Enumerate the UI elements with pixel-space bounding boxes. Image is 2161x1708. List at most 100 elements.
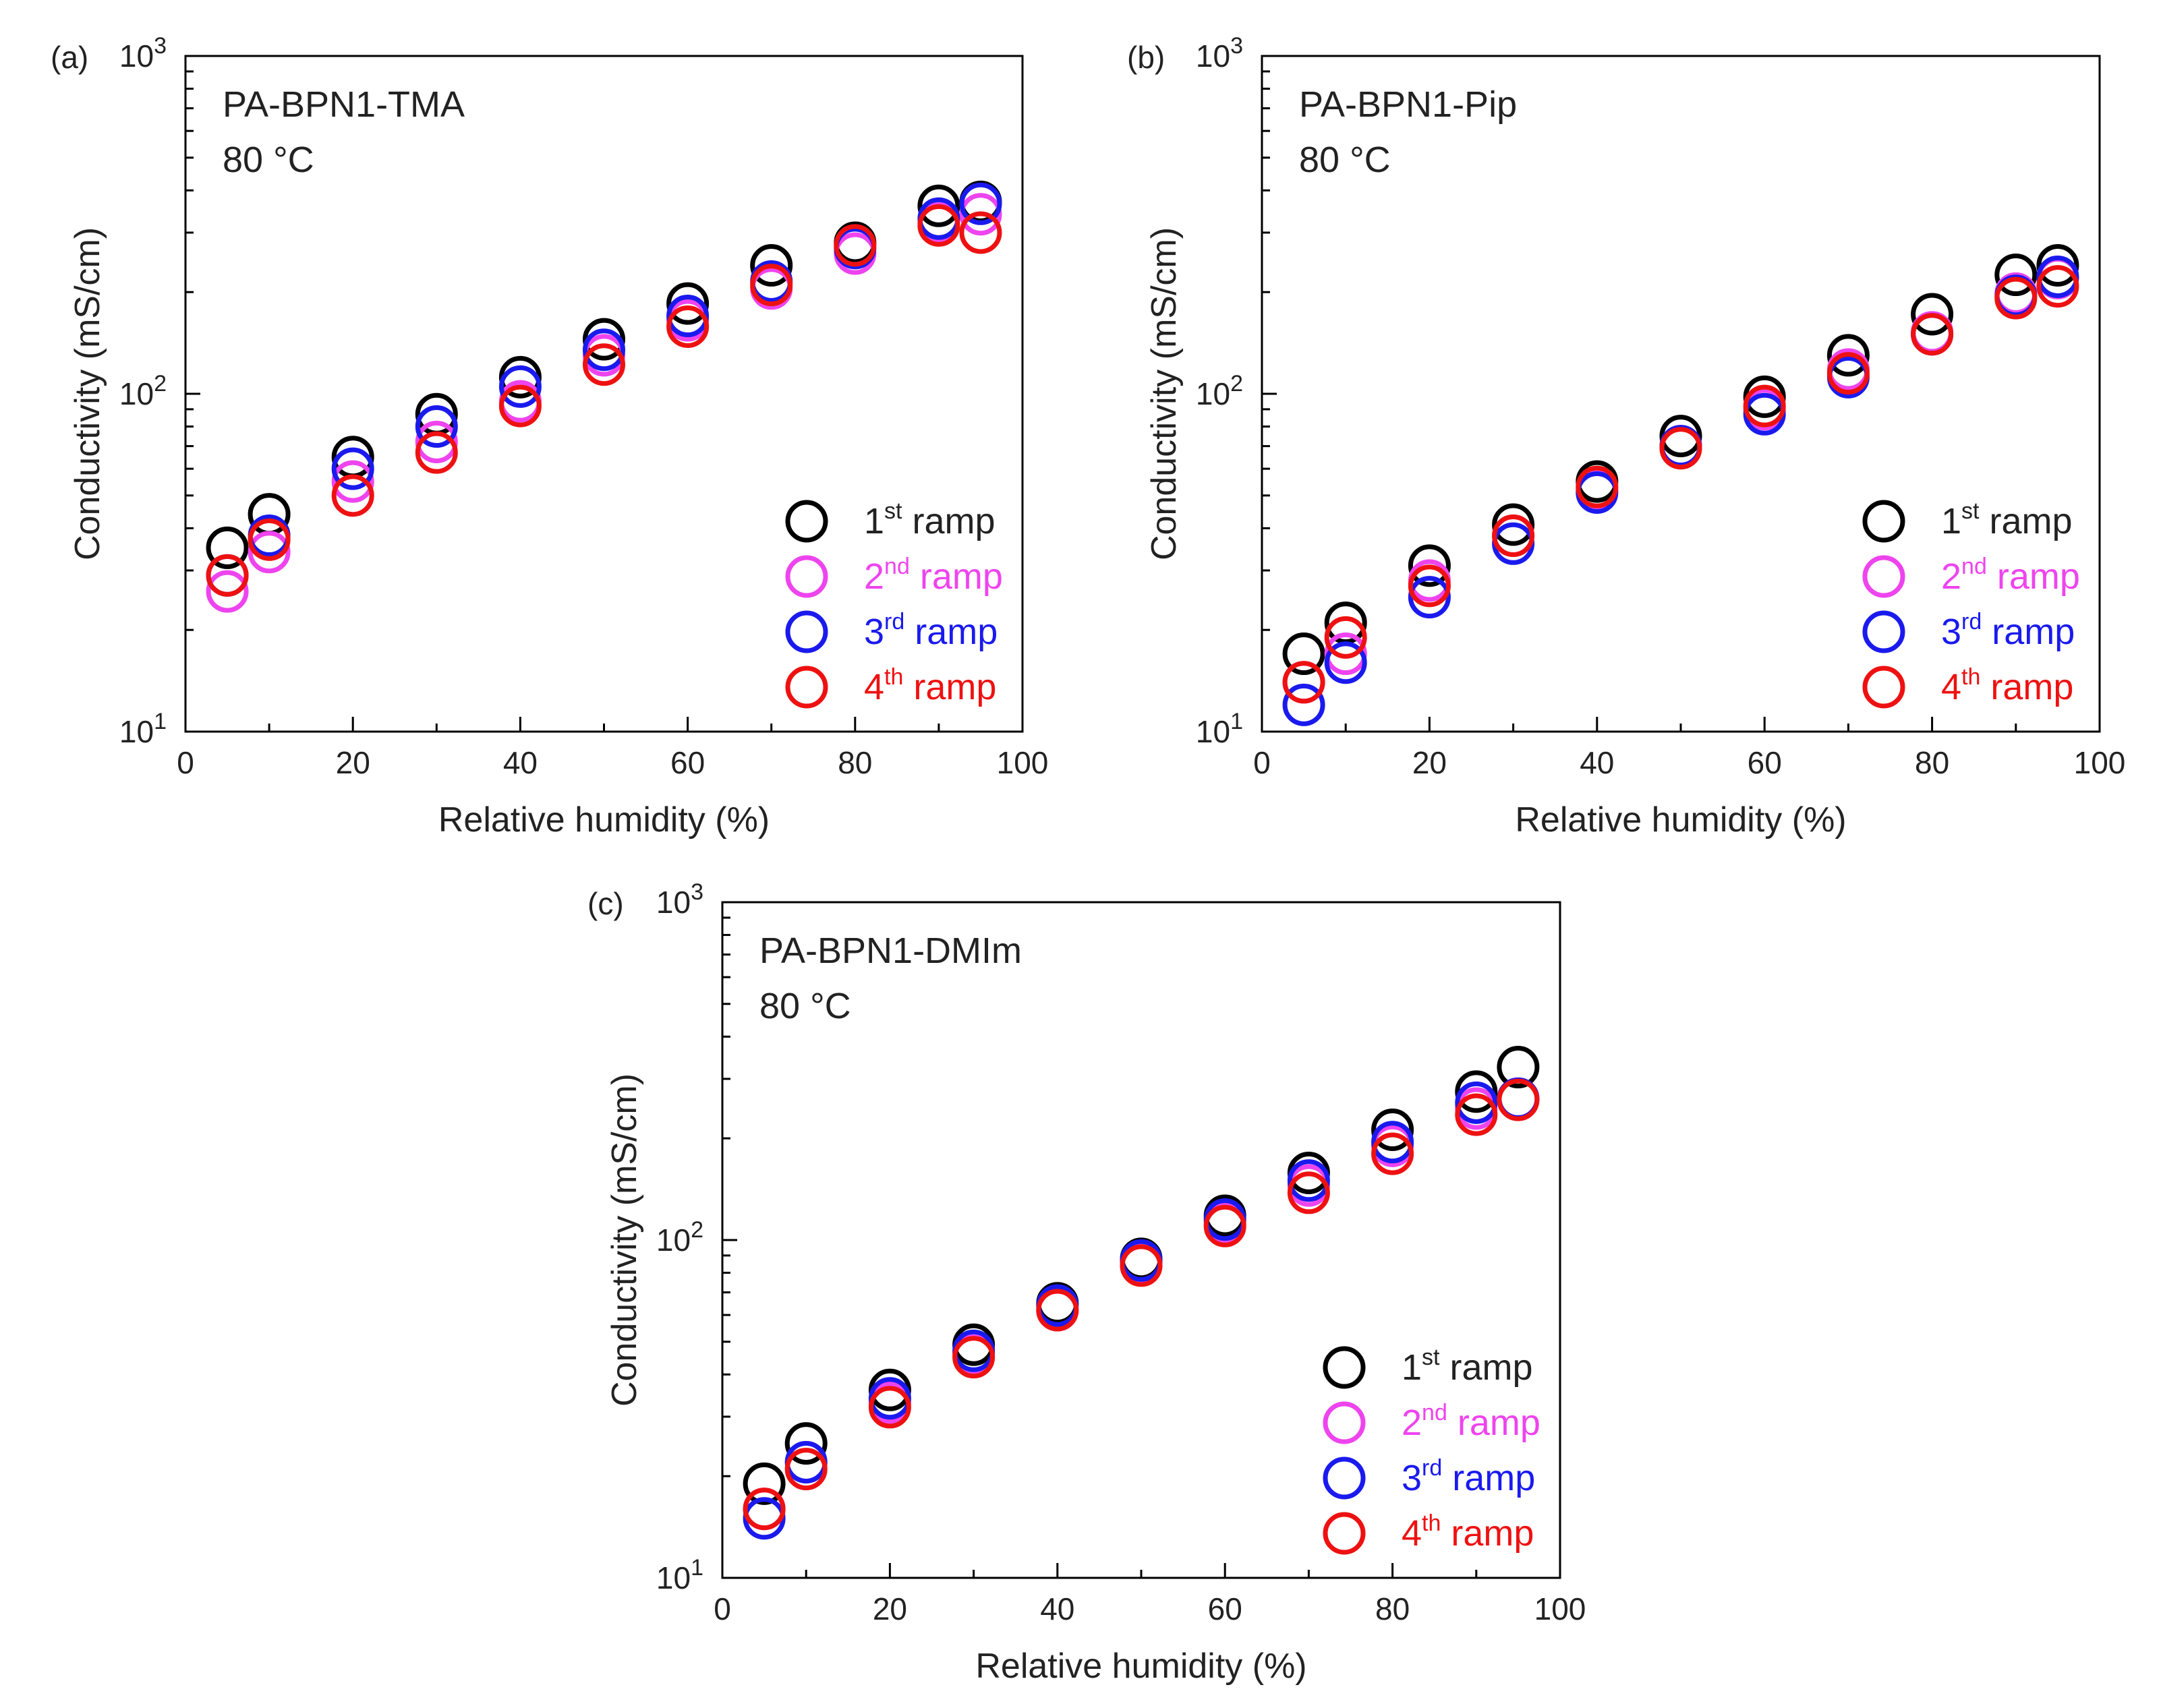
data-point	[1203, 1204, 1246, 1247]
legend-label: 3rd ramp	[864, 609, 998, 652]
legend-word: ramp	[903, 667, 996, 707]
legend-label: 4th ramp	[1941, 664, 2073, 707]
y-tick-base: 10	[656, 1223, 691, 1258]
data-point	[1282, 683, 1325, 726]
x-tick-label: 0	[177, 745, 194, 780]
panel-label: (c)	[587, 886, 624, 921]
x-tick-label: 20	[1412, 745, 1447, 780]
y-tick-exponent: 2	[154, 371, 167, 396]
y-tick-exponent: 1	[154, 709, 167, 734]
x-tick-label: 80	[1375, 1591, 1410, 1626]
series-4	[206, 204, 1002, 597]
y-tick-exponent: 1	[1230, 709, 1243, 734]
x-tick-label: 100	[1534, 1591, 1586, 1626]
legend-word: ramp	[1440, 1347, 1533, 1388]
data-point	[1371, 1109, 1414, 1152]
data-point	[1911, 313, 1954, 356]
data-point	[498, 365, 542, 408]
legend-suffix: rd	[884, 609, 904, 635]
legend-label: 4th ramp	[864, 664, 996, 707]
y-tick-label: 103	[656, 879, 703, 920]
legend-number: 1	[1402, 1347, 1422, 1388]
legend-label: 2nd ramp	[1941, 554, 2080, 597]
legend-suffix: rd	[1961, 609, 1982, 635]
legend-label: 3rd ramp	[1402, 1455, 1535, 1498]
data-point	[331, 447, 374, 490]
legend-entry-2: 2nd ramp	[1323, 1400, 1540, 1444]
data-point	[583, 318, 625, 361]
data-point	[959, 193, 1002, 236]
data-point	[1371, 1132, 1414, 1175]
x-tick-label: 80	[1915, 745, 1949, 780]
data-point	[1324, 641, 1367, 684]
x-tick-label: 40	[1580, 745, 1614, 780]
y-tick-exponent: 3	[154, 33, 167, 59]
data-point	[868, 1386, 911, 1429]
legend-label: 1st ramp	[1941, 498, 2073, 541]
y-tick-base: 10	[1196, 38, 1230, 73]
data-point	[784, 1422, 828, 1465]
legend-entry-2: 2nd ramp	[1862, 554, 2080, 598]
legend-word: ramp	[910, 556, 1003, 597]
data-point	[784, 1448, 828, 1491]
legend-word: ramp	[1980, 501, 2073, 541]
data-point	[1911, 293, 1954, 336]
data-point	[206, 570, 249, 613]
y-tick-base: 10	[656, 885, 691, 920]
legend-marker	[1862, 555, 1905, 598]
legend-number: 1	[864, 501, 884, 541]
data-point	[917, 204, 960, 247]
legend-suffix: th	[884, 664, 903, 690]
temperature-label: 80 °C	[1299, 140, 1391, 180]
data-point	[1994, 276, 2038, 320]
legend-entry-1: 1st ramp	[785, 498, 996, 543]
x-tick-label: 20	[873, 1591, 907, 1626]
legend-word: ramp	[1987, 556, 2080, 597]
x-axis-title: Relative humidity (%)	[438, 800, 770, 840]
data-point	[1120, 1244, 1163, 1287]
y-axis-title: Conductivity (mS/cm)	[1145, 227, 1184, 560]
data-point	[1576, 465, 1619, 508]
data-point	[750, 264, 793, 307]
legend-marker	[1862, 610, 1905, 653]
sample-name: PA-BPN1-TMA	[223, 84, 465, 125]
data-point	[917, 184, 960, 227]
x-tick-label: 60	[1748, 745, 1782, 780]
legend-number: 4	[1941, 667, 1961, 707]
legend-word: ramp	[1441, 1513, 1534, 1554]
legend-number: 2	[1941, 556, 1961, 597]
legend-marker	[1323, 1346, 1366, 1389]
y-tick-label: 103	[1196, 33, 1243, 73]
x-axis-title: Relative humidity (%)	[975, 1647, 1306, 1686]
legend-suffix: th	[1422, 1510, 1441, 1536]
series-3	[1282, 255, 2079, 726]
y-tick-label: 102	[656, 1217, 703, 1258]
series-1	[1282, 244, 2079, 676]
legend-suffix: nd	[1422, 1400, 1447, 1425]
series-2	[206, 193, 1002, 613]
y-tick-base: 10	[1196, 714, 1230, 749]
legend-number: 2	[864, 556, 884, 597]
y-tick-label: 101	[656, 1555, 703, 1595]
legend-word: ramp	[1982, 612, 2075, 652]
data-point	[666, 282, 710, 325]
panel-label: (b)	[1127, 40, 1165, 75]
legend-label: 2nd ramp	[1402, 1400, 1540, 1443]
data-point	[1826, 352, 1870, 395]
panel-label: (a)	[51, 40, 88, 75]
x-tick-label: 80	[838, 745, 872, 780]
y-tick-exponent: 1	[691, 1555, 703, 1581]
data-point	[1743, 384, 1786, 428]
legend-word: ramp	[1447, 1403, 1540, 1443]
data-point	[248, 531, 291, 574]
legend-marker	[785, 666, 828, 709]
data-point	[415, 431, 458, 474]
y-axis-title: Conductivity (mS/cm)	[68, 227, 107, 560]
legend-entry-4: 4th ramp	[785, 664, 996, 709]
y-tick-base: 10	[119, 38, 154, 73]
data-point	[415, 420, 458, 463]
data-point	[959, 211, 1002, 254]
